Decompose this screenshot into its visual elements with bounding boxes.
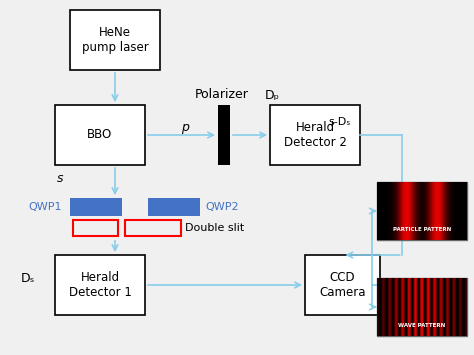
Bar bbox=[148, 198, 200, 216]
Text: Double slit: Double slit bbox=[185, 223, 244, 233]
Bar bbox=[73, 220, 118, 236]
Text: CCD
Camera: CCD Camera bbox=[319, 271, 366, 299]
Text: HeNe
pump laser: HeNe pump laser bbox=[82, 26, 148, 54]
Text: Polarizer: Polarizer bbox=[195, 88, 249, 102]
Text: BBO: BBO bbox=[87, 129, 113, 142]
Text: s: s bbox=[57, 171, 63, 185]
Bar bbox=[70, 10, 160, 70]
Text: QWP1: QWP1 bbox=[28, 202, 62, 212]
Bar bbox=[377, 182, 467, 240]
Bar bbox=[125, 220, 181, 236]
Bar bbox=[305, 255, 380, 315]
Text: Herald
Detector 2: Herald Detector 2 bbox=[283, 121, 346, 149]
Bar bbox=[70, 198, 122, 216]
Text: QWP2: QWP2 bbox=[205, 202, 238, 212]
Text: PARTICLE PATTERN: PARTICLE PATTERN bbox=[393, 227, 451, 232]
Bar bbox=[55, 105, 145, 165]
Text: Herald
Detector 1: Herald Detector 1 bbox=[69, 271, 131, 299]
Bar bbox=[377, 278, 467, 336]
Text: Dₛ: Dₛ bbox=[21, 272, 35, 284]
Bar bbox=[55, 255, 145, 315]
Text: Dₚ: Dₚ bbox=[264, 88, 280, 102]
Text: WAVE PATTERN: WAVE PATTERN bbox=[398, 323, 446, 328]
Bar bbox=[218, 105, 230, 165]
Bar bbox=[270, 105, 360, 165]
Text: p: p bbox=[181, 121, 189, 135]
Text: s-Dₛ: s-Dₛ bbox=[329, 117, 351, 127]
